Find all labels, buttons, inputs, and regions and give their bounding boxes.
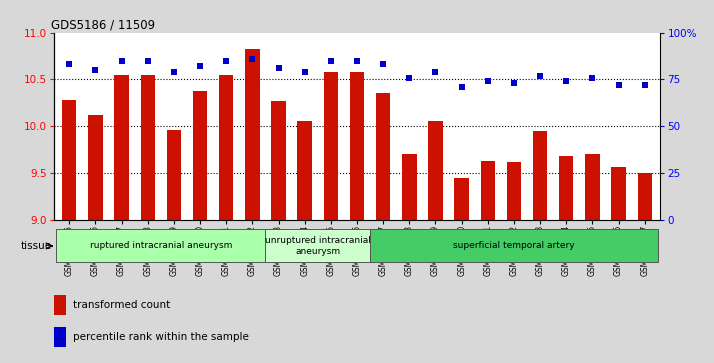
- Point: [273, 65, 284, 71]
- Bar: [54, 295, 66, 315]
- Point: [403, 75, 415, 81]
- Bar: [533, 131, 548, 220]
- Point: [142, 58, 154, 64]
- Point: [430, 69, 441, 75]
- Text: percentile rank within the sample: percentile rank within the sample: [74, 332, 249, 342]
- Bar: [245, 49, 260, 220]
- Point: [508, 80, 520, 86]
- Bar: [54, 327, 66, 347]
- Bar: [298, 122, 312, 220]
- Bar: [585, 154, 600, 220]
- Point: [64, 62, 75, 68]
- Bar: [89, 115, 103, 220]
- Point: [221, 58, 232, 64]
- Point: [299, 69, 311, 75]
- Bar: [323, 72, 338, 220]
- Bar: [114, 75, 129, 220]
- Bar: [141, 75, 155, 220]
- Text: tissue: tissue: [21, 241, 51, 251]
- Bar: [559, 156, 573, 220]
- Point: [169, 69, 180, 75]
- Bar: [454, 178, 469, 220]
- Point: [325, 58, 336, 64]
- Bar: [350, 72, 364, 220]
- Text: GDS5186 / 11509: GDS5186 / 11509: [51, 19, 155, 32]
- Point: [351, 58, 363, 64]
- Bar: [376, 93, 391, 220]
- Bar: [219, 75, 233, 220]
- Point: [456, 84, 468, 90]
- Point: [194, 64, 206, 69]
- Bar: [481, 161, 495, 220]
- Point: [482, 78, 493, 84]
- Text: unruptured intracranial
aneurysm: unruptured intracranial aneurysm: [265, 236, 371, 256]
- Bar: [193, 91, 207, 220]
- Bar: [271, 101, 286, 220]
- Bar: [428, 122, 443, 220]
- Bar: [56, 229, 266, 262]
- Point: [116, 58, 127, 64]
- Point: [246, 56, 258, 62]
- Bar: [638, 173, 652, 220]
- Bar: [166, 130, 181, 220]
- Point: [534, 73, 545, 78]
- Bar: [62, 100, 76, 220]
- Point: [639, 82, 650, 88]
- Point: [587, 75, 598, 81]
- Bar: [507, 162, 521, 220]
- Point: [90, 67, 101, 73]
- Text: transformed count: transformed count: [74, 300, 171, 310]
- Bar: [370, 229, 658, 262]
- Bar: [266, 229, 370, 262]
- Text: ruptured intracranial aneurysm: ruptured intracranial aneurysm: [90, 241, 232, 250]
- Bar: [402, 154, 416, 220]
- Bar: [611, 167, 625, 220]
- Text: superficial temporal artery: superficial temporal artery: [453, 241, 575, 250]
- Point: [378, 62, 389, 68]
- Point: [560, 78, 572, 84]
- Point: [613, 82, 624, 88]
